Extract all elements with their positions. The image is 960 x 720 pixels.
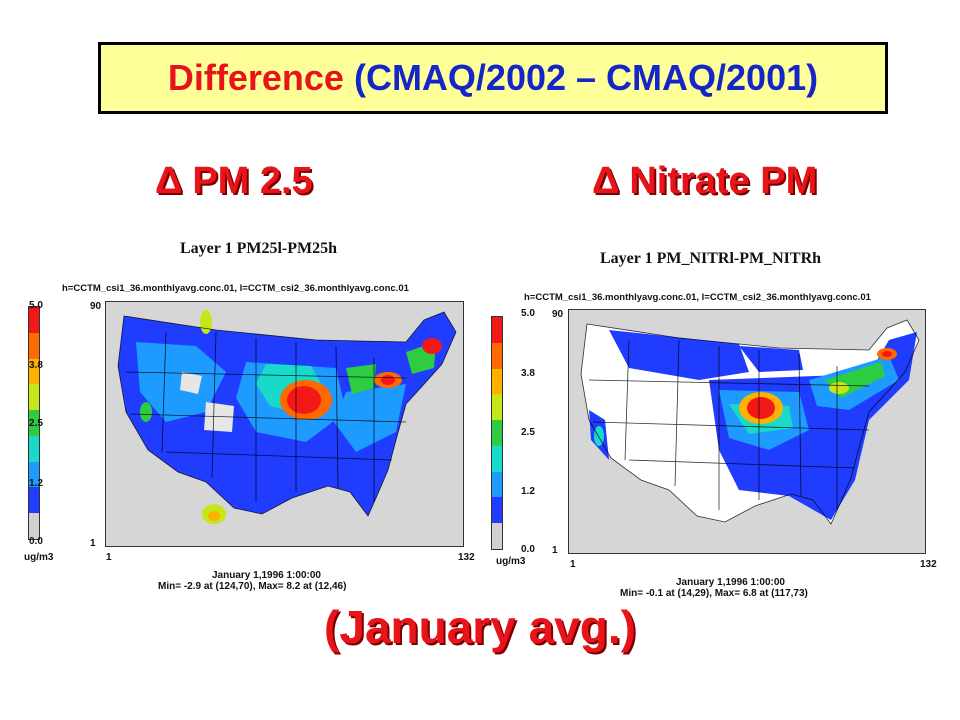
delta-symbol: Δ <box>155 160 183 202</box>
colorbar-segment <box>29 487 39 514</box>
title-text: Difference (CMAQ/2002 – CMAQ/2001) <box>168 57 818 99</box>
colorbar-segment <box>492 445 502 472</box>
right-tick-2-5: 2.5 <box>521 427 535 438</box>
left-colorbar <box>28 306 40 540</box>
title-comparison: (CMAQ/2002 – CMAQ/2001) <box>353 57 819 98</box>
colorbar-segment <box>29 358 39 385</box>
heading-pm25: Δ PM 2.5 <box>155 160 313 203</box>
colorbar-segment <box>492 368 502 395</box>
left-y-bottom: 1 <box>90 538 96 549</box>
colorbar-segment <box>29 332 39 359</box>
title-word-difference: Difference <box>167 57 344 98</box>
right-tick-0: 0.0 <box>521 544 535 555</box>
left-tick-5: 5.0 <box>29 300 43 311</box>
left-unit: ug/m3 <box>24 552 54 563</box>
right-minmax: Min= -0.1 at (14,29), Max= 6.8 at (117,7… <box>620 588 808 599</box>
heading-nitrate: Δ Nitrate PM <box>592 160 817 203</box>
heading-pm25-label: PM 2.5 <box>192 160 313 202</box>
colorbar-segment <box>29 435 39 462</box>
right-x-right: 132 <box>920 559 937 570</box>
left-minmax: Min= -2.9 at (124,70), Max= 8.2 at (12,4… <box>158 581 347 592</box>
left-tick-0: 0.0 <box>29 536 43 547</box>
colorbar-segment <box>29 307 39 333</box>
right-tick-5: 5.0 <box>521 308 535 319</box>
colorbar-segment <box>29 410 39 436</box>
right-y-top: 90 <box>552 309 564 320</box>
right-colorbar <box>491 316 503 550</box>
left-layer-title: Layer 1 PM25l-PM25h <box>180 240 338 257</box>
colorbar-segment <box>492 342 502 369</box>
heading-nitrate-label: Nitrate PM <box>629 160 818 202</box>
left-tick-3-8: 3.8 <box>29 360 43 371</box>
colorbar-segment <box>29 513 39 539</box>
left-date: January 1,1996 1:00:00 <box>212 570 321 581</box>
colorbar-segment <box>492 317 502 343</box>
right-x-left: 1 <box>570 559 576 570</box>
right-date: January 1,1996 1:00:00 <box>676 577 785 588</box>
right-map <box>568 309 926 554</box>
delta-symbol: Δ <box>592 160 620 202</box>
left-tick-1-2: 1.2 <box>29 478 43 489</box>
left-map-graphic <box>117 310 457 524</box>
colorbar-segment <box>492 471 502 498</box>
colorbar-segment <box>29 461 39 488</box>
title-box: Difference (CMAQ/2002 – CMAQ/2001) <box>98 42 888 114</box>
bottom-note: (January avg.) <box>324 601 636 653</box>
left-tick-2-5: 2.5 <box>29 418 43 429</box>
left-file-line: h=CCTM_csi1_36.monthlyavg.conc.01, l=CCT… <box>62 283 409 294</box>
colorbar-segment <box>492 394 502 421</box>
right-y-bottom: 1 <box>552 545 558 556</box>
right-tick-1-2: 1.2 <box>521 486 535 497</box>
right-tick-3-8: 3.8 <box>521 368 535 379</box>
left-y-top: 90 <box>90 301 102 312</box>
colorbar-segment <box>29 384 39 411</box>
colorbar-segment <box>492 497 502 524</box>
colorbar-segment <box>492 420 502 446</box>
left-x-right: 132 <box>458 552 475 563</box>
right-map-graphic <box>580 319 920 525</box>
left-map <box>105 301 464 547</box>
right-file-line: h=CCTM_csi1_36.monthlyavg.conc.01, l=CCT… <box>524 292 871 303</box>
right-layer-title: Layer 1 PM_NITRl-PM_NITRh <box>600 250 822 267</box>
right-unit: ug/m3 <box>496 556 526 567</box>
left-x-left: 1 <box>106 552 112 563</box>
colorbar-segment <box>492 523 502 549</box>
